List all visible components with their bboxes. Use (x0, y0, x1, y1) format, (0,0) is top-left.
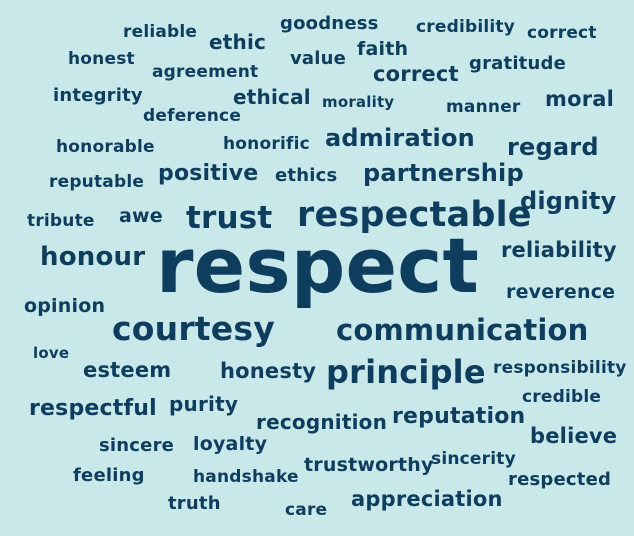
word: reverence (506, 281, 616, 303)
word: agreement (152, 62, 259, 82)
word: opinion (24, 295, 106, 317)
word: correct (527, 23, 597, 43)
word: care (285, 500, 328, 520)
word: manner (446, 97, 521, 117)
word: honesty (220, 359, 317, 383)
word: ethic (209, 30, 267, 54)
word: appreciation (351, 487, 503, 511)
word: reliable (123, 22, 198, 42)
word: trustworthy (304, 454, 434, 476)
word: respectable (297, 195, 532, 235)
word: correct (373, 62, 459, 86)
word: courtesy (112, 309, 275, 348)
word: respected (508, 469, 612, 490)
word: sincere (99, 435, 175, 456)
word: reputable (49, 172, 145, 192)
word: tribute (27, 211, 95, 231)
word: goodness (280, 13, 379, 34)
word: honour (40, 242, 146, 272)
word: purity (169, 392, 239, 416)
word: deference (143, 106, 242, 126)
word: honorable (56, 137, 155, 157)
word: respect (156, 221, 479, 310)
word: honest (68, 49, 135, 69)
word: reputation (392, 404, 526, 429)
word: honorific (223, 134, 310, 154)
word: loyalty (193, 433, 268, 455)
word: credibility (416, 17, 516, 37)
word: principle (326, 353, 486, 391)
word: ethics (275, 165, 338, 186)
word: regard (507, 133, 599, 161)
word: believe (530, 424, 618, 448)
word: admiration (325, 124, 475, 152)
word: integrity (53, 85, 143, 106)
word: moral (545, 87, 615, 111)
word: value (290, 48, 347, 69)
word: ethical (233, 85, 311, 109)
word: trust (186, 200, 273, 236)
word: positive (158, 161, 259, 186)
word: respectful (29, 396, 157, 421)
word: dignity (520, 187, 617, 215)
word: esteem (83, 358, 172, 382)
word: truth (168, 493, 221, 514)
word: recognition (256, 410, 388, 434)
word: morality (322, 93, 395, 111)
word: awe (119, 205, 163, 227)
word: feeling (73, 465, 145, 486)
word: credible (522, 387, 602, 407)
word: handshake (193, 467, 299, 487)
word: partnership (363, 159, 524, 187)
word: communication (336, 313, 589, 347)
word: responsibility (493, 358, 627, 378)
word: reliability (501, 238, 617, 262)
word: sincerity (431, 449, 516, 469)
word: faith (357, 38, 409, 60)
word: gratitude (469, 53, 566, 74)
word: love (33, 344, 70, 362)
